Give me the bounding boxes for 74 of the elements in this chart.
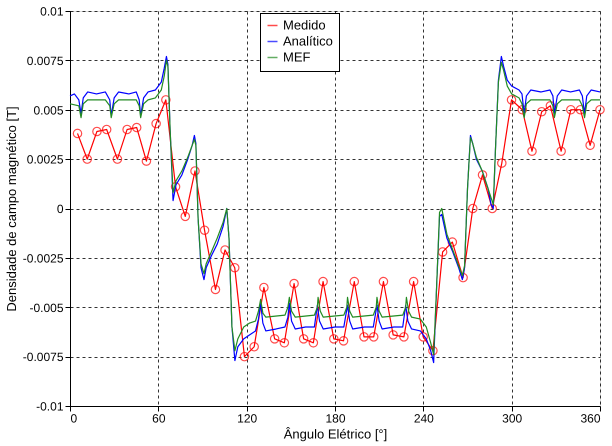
point — [308, 338, 318, 348]
x-tick-label: 0 — [70, 412, 78, 426]
point — [180, 212, 190, 222]
point — [102, 124, 112, 134]
point — [112, 154, 122, 164]
point — [566, 104, 576, 115]
point — [506, 95, 516, 105]
point — [92, 126, 102, 136]
point — [200, 225, 210, 235]
point — [438, 247, 448, 257]
point — [259, 282, 269, 292]
legend-label: Analítico — [283, 34, 333, 48]
x-tick-label: 360 — [580, 412, 601, 426]
point — [585, 140, 595, 150]
point — [170, 182, 180, 192]
point — [132, 122, 142, 132]
point — [151, 118, 161, 128]
y-tick-label: 0.0075 — [26, 54, 64, 68]
y-tick-label: 0 — [56, 202, 64, 216]
y-tick-label: -0.005 — [29, 300, 64, 315]
point — [448, 237, 458, 247]
point — [399, 332, 409, 342]
point — [329, 334, 339, 344]
point — [478, 170, 488, 180]
point — [270, 334, 280, 344]
point — [359, 332, 369, 342]
point — [458, 272, 468, 282]
x-tick-label: 240 — [414, 412, 434, 426]
point — [388, 330, 398, 340]
point — [338, 336, 348, 346]
point — [318, 276, 328, 286]
legend-label: Medido — [283, 18, 326, 32]
y-tick-label: 0.0025 — [26, 152, 64, 167]
point — [595, 104, 605, 115]
y-tick-label: -0.0025 — [22, 251, 64, 266]
legend-label: MEF — [283, 50, 310, 64]
point — [546, 101, 556, 111]
point — [289, 278, 299, 288]
point — [497, 158, 507, 168]
y-tick-label: 0.01 — [40, 4, 64, 18]
y-tick-label: -0.0075 — [22, 350, 64, 364]
point — [418, 332, 428, 342]
point — [487, 204, 498, 214]
point — [210, 284, 220, 294]
y-tick-label: -0.01 — [36, 400, 64, 414]
point — [517, 104, 528, 115]
point — [428, 346, 438, 356]
point — [350, 276, 360, 286]
point — [249, 342, 259, 352]
point — [536, 106, 546, 116]
x-tick-label: 60 — [152, 412, 166, 426]
point — [161, 95, 171, 105]
point — [408, 276, 418, 286]
point — [142, 156, 152, 166]
point — [527, 146, 537, 156]
point — [368, 332, 378, 342]
point — [230, 262, 240, 273]
point — [72, 128, 82, 138]
x-tick-label: 300 — [502, 412, 522, 426]
x-tick-label: 180 — [325, 412, 346, 426]
y-axis-title: Densidade de campo magnético [T] — [4, 106, 19, 312]
point — [280, 338, 290, 348]
point — [378, 276, 388, 286]
point — [556, 146, 566, 156]
point — [82, 154, 92, 164]
point — [298, 334, 308, 344]
point — [220, 245, 230, 255]
point — [468, 204, 478, 214]
point — [190, 166, 200, 176]
x-axis-title: Ângulo Elétrico [°] — [284, 426, 388, 442]
y-tick-label: 0.005 — [33, 103, 64, 118]
point — [240, 352, 250, 362]
x-tick-label: 120 — [237, 412, 258, 426]
point — [122, 124, 132, 134]
